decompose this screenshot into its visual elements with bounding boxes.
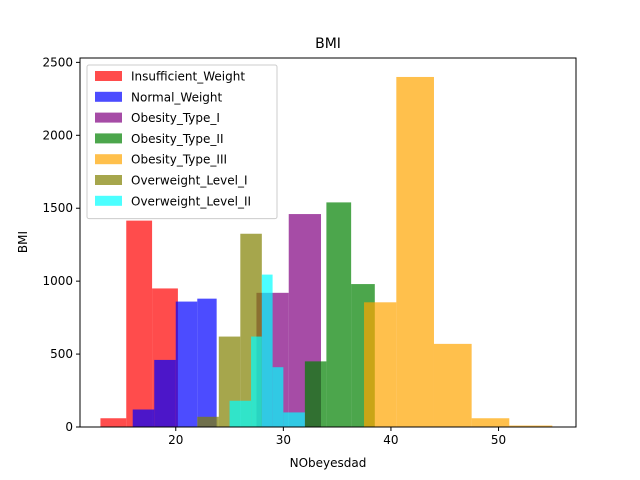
- legend-label-overweight-level-ii: Overweight_Level_II: [131, 194, 251, 208]
- y-tick-label: 0: [65, 420, 73, 434]
- legend-label-obesity-type-i: Obesity_Type_I: [131, 111, 220, 125]
- y-tick-label: 2000: [42, 128, 73, 142]
- bar-normal-weight-3: [197, 298, 217, 427]
- y-axis-label: BMI: [16, 231, 30, 253]
- bar-obesity-type-iii-2: [433, 343, 472, 427]
- bar-normal-weight-1: [154, 359, 176, 427]
- bar-overweight-level-ii-4: [283, 412, 305, 427]
- x-tick-label: 50: [491, 433, 506, 447]
- y-axis-ticks: 0 500 1000 1500 2000 2500: [42, 55, 80, 434]
- chart-title: BMI: [315, 36, 341, 52]
- bar-overweight-level-ii-0: [229, 400, 252, 427]
- bar-obesity-type-ii-0: [304, 361, 327, 427]
- legend-box: [86, 64, 278, 220]
- y-tick-label: 2500: [42, 55, 73, 69]
- legend-swatch-insufficient-weight: [95, 71, 122, 81]
- legend-label-overweight-level-i: Overweight_Level_I: [131, 174, 248, 188]
- legend-label-obesity-type-iii: Obesity_Type_III: [131, 153, 227, 167]
- legend-label-insufficient-weight: Insufficient_Weight: [131, 70, 245, 84]
- bar-overweight-level-ii-1: [251, 336, 262, 427]
- bar-obesity-type-iii-3: [471, 418, 510, 427]
- bar-overweight-level-ii-3: [272, 367, 284, 427]
- legend-label-obesity-type-ii: Obesity_Type_II: [131, 132, 223, 146]
- legend-swatch-normal-weight: [95, 91, 122, 102]
- y-tick-label: 500: [50, 347, 73, 361]
- x-tick-label: 20: [168, 433, 183, 447]
- x-axis-ticks: 20 30 40 50: [168, 427, 506, 447]
- legend-swatch-obesity-type-ii: [95, 133, 122, 144]
- legend-swatch-overweight-level-i: [95, 175, 122, 185]
- bar-obesity-type-iii-4: [509, 425, 553, 427]
- bar-overweight-level-i-0: [197, 416, 219, 427]
- legend: Insufficient_Weight Normal_Weight Obesity_…: [86, 64, 278, 220]
- legend-swatch-obesity-type-iii: [95, 154, 122, 165]
- legend-label-normal-weight: Normal_Weight: [131, 90, 223, 104]
- x-tick-label: 40: [383, 433, 398, 447]
- bar-overweight-level-ii-2: [261, 274, 273, 427]
- y-tick-label: 1000: [42, 274, 73, 288]
- bar-insufficient-weight-0: [100, 418, 127, 427]
- bars-layer: [100, 76, 553, 428]
- x-axis-label: NObeyesdad: [290, 456, 367, 470]
- bar-obesity-type-ii-1: [326, 202, 352, 427]
- bar-insufficient-weight-1: [126, 220, 153, 427]
- bar-normal-weight-2: [175, 301, 198, 427]
- legend-swatch-obesity-type-i: [95, 112, 122, 123]
- y-tick-label: 1500: [42, 201, 73, 215]
- legend-swatch-overweight-level-ii: [95, 195, 122, 206]
- plot-frame: [79, 57, 577, 428]
- bar-obesity-type-iii-0: [364, 302, 397, 427]
- bar-normal-weight-0: [132, 409, 155, 427]
- x-tick-label: 30: [276, 433, 291, 447]
- bar-obesity-type-iii-1: [396, 76, 434, 428]
